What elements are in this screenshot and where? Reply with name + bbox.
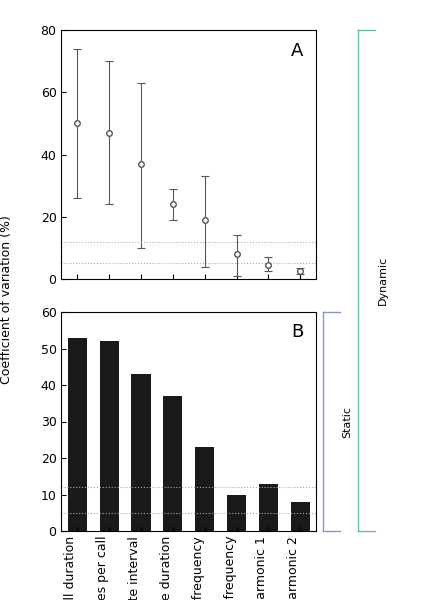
Text: B: B [290,323,303,341]
Bar [131,374,150,531]
Bar [194,447,214,531]
Text: A: A [290,43,303,61]
Text: Dynamic: Dynamic [377,256,387,305]
Text: Coefficient of variation (%): Coefficient of variation (%) [0,215,13,385]
Bar [290,502,309,531]
Bar [99,341,118,531]
Bar [163,396,182,531]
Text: Static: Static [342,406,352,437]
Bar [226,494,245,531]
Bar [258,484,277,531]
Bar [68,338,87,531]
